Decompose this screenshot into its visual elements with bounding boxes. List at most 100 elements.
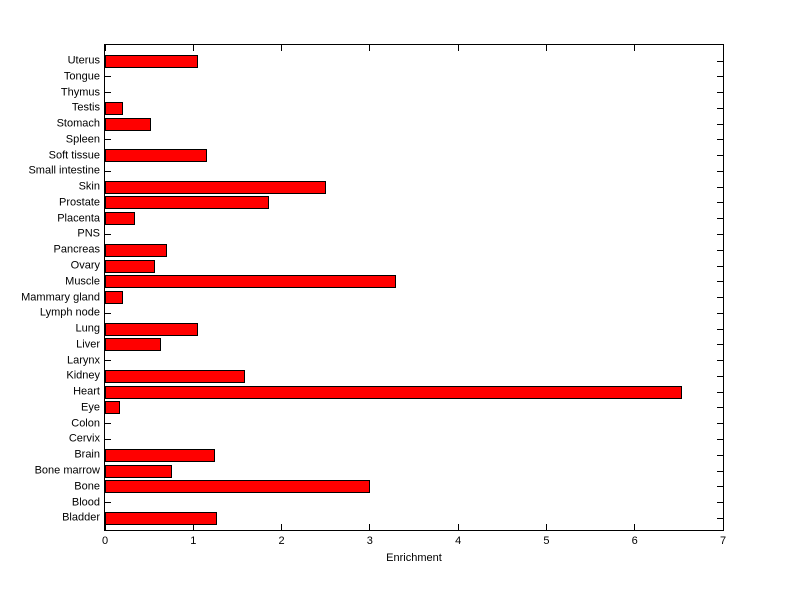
- y-tick-label-uterus: Uterus: [67, 54, 100, 67]
- y-tick-right: [717, 218, 723, 220]
- y-tick-label-small-intestine: Small intestine: [28, 164, 100, 177]
- y-tick-label-lymph-node: Lymph node: [39, 306, 100, 319]
- x-tick-bottom: [369, 524, 371, 530]
- x-axis-tick-labels: 0 1 2 3 4 5 6 7: [102, 531, 727, 549]
- bar-heart: [105, 385, 682, 399]
- y-tick-right: [717, 423, 723, 425]
- x-tick-bottom: [192, 524, 194, 530]
- y-tick-right: [717, 375, 723, 377]
- x-tick-label-6: 6: [631, 535, 638, 547]
- y-tick-label-colon: Colon: [71, 417, 100, 430]
- y-tick-label-thymus: Thymus: [60, 86, 100, 99]
- bar-bone: [105, 480, 370, 494]
- y-tick-label-soft-tissue: Soft tissue: [48, 149, 100, 162]
- y-tick-right: [717, 517, 723, 519]
- y-tick-left: [105, 360, 111, 362]
- y-tick-label-eye: Eye: [81, 401, 100, 414]
- y-tick-right: [717, 360, 723, 362]
- y-tick-right: [717, 344, 723, 346]
- x-tick-label-2: 2: [278, 535, 285, 547]
- y-tick-right: [717, 328, 723, 330]
- bar-skin: [105, 180, 326, 194]
- y-tick-right: [717, 76, 723, 78]
- y-tick-label-brain: Brain: [74, 448, 100, 461]
- x-tick-label-5: 5: [543, 535, 550, 547]
- bar-eye: [105, 401, 120, 415]
- x-tick-label-1: 1: [190, 535, 197, 547]
- bar-placenta: [105, 212, 136, 226]
- plot-inner: [104, 45, 724, 530]
- y-tick-right: [717, 92, 723, 94]
- y-tick-right: [717, 502, 723, 504]
- bar-uterus: [105, 54, 198, 68]
- y-tick-right: [717, 438, 723, 440]
- y-tick-right: [717, 249, 723, 251]
- y-tick-left: [105, 423, 111, 425]
- bar-liver: [105, 338, 161, 352]
- y-tick-right: [717, 391, 723, 393]
- y-tick-right: [717, 297, 723, 299]
- bar-ovary: [105, 259, 156, 273]
- bar-bladder: [105, 511, 218, 525]
- y-tick-label-testis: Testis: [71, 101, 100, 114]
- y-tick-left: [105, 312, 111, 314]
- bar-stomach: [105, 117, 151, 131]
- x-tick-bottom: [545, 524, 547, 530]
- x-tick-top: [457, 45, 459, 51]
- y-tick-right: [717, 281, 723, 283]
- bar-kidney: [105, 369, 246, 383]
- y-tick-right: [717, 60, 723, 62]
- y-tick-left: [105, 139, 111, 141]
- y-tick-right: [717, 186, 723, 188]
- x-tick-bottom: [457, 524, 459, 530]
- bar-lung: [105, 322, 198, 336]
- y-tick-label-pns: PNS: [77, 227, 100, 240]
- bar-bone-marrow: [105, 464, 173, 478]
- x-tick-top: [369, 45, 371, 51]
- y-tick-left: [105, 92, 111, 94]
- y-tick-label-tongue: Tongue: [63, 70, 100, 83]
- y-tick-right: [717, 170, 723, 172]
- y-tick-label-kidney: Kidney: [66, 369, 100, 382]
- y-tick-label-skin: Skin: [78, 180, 100, 193]
- y-tick-right: [717, 202, 723, 204]
- y-tick-label-bladder: Bladder: [62, 511, 100, 524]
- y-tick-left: [105, 170, 111, 172]
- x-tick-bottom: [722, 524, 724, 530]
- y-tick-left: [105, 76, 111, 78]
- y-tick-label-bone-marrow: Bone marrow: [34, 464, 100, 477]
- x-tick-top: [192, 45, 194, 51]
- y-tick-label-prostate: Prostate: [59, 196, 100, 209]
- x-tick-top: [545, 45, 547, 51]
- y-tick-right: [717, 312, 723, 314]
- bar-soft-tissue: [105, 149, 208, 163]
- y-tick-right: [717, 454, 723, 456]
- bar-muscle: [105, 275, 397, 289]
- x-tick-bottom: [104, 524, 106, 530]
- y-tick-right: [717, 407, 723, 409]
- x-tick-top: [634, 45, 636, 51]
- bar-testis: [105, 101, 123, 115]
- y-tick-label-mammary-gland: Mammary gland: [21, 291, 100, 304]
- y-tick-label-placenta: Placenta: [57, 212, 100, 225]
- y-tick-label-heart: Heart: [73, 385, 100, 398]
- y-tick-label-stomach: Stomach: [56, 117, 100, 130]
- bar-pancreas: [105, 243, 167, 257]
- y-tick-label-lung: Lung: [75, 322, 100, 335]
- y-tick-label-blood: Blood: [71, 496, 100, 509]
- x-tick-top: [281, 45, 283, 51]
- x-tick-label-7: 7: [719, 535, 727, 547]
- y-tick-right: [717, 265, 723, 267]
- x-axis-label: Enrichment: [386, 552, 442, 564]
- x-tick-bottom: [281, 524, 283, 530]
- y-tick-left: [105, 438, 111, 440]
- x-tick-label-3: 3: [366, 535, 373, 547]
- y-tick-label-ovary: Ovary: [70, 259, 100, 272]
- y-tick-label-spleen: Spleen: [65, 133, 100, 146]
- y-tick-label-larynx: Larynx: [66, 354, 100, 367]
- y-tick-left: [105, 502, 111, 504]
- y-tick-label-muscle: Muscle: [65, 275, 100, 288]
- bar-brain: [105, 448, 216, 462]
- y-tick-label-pancreas: Pancreas: [53, 243, 100, 256]
